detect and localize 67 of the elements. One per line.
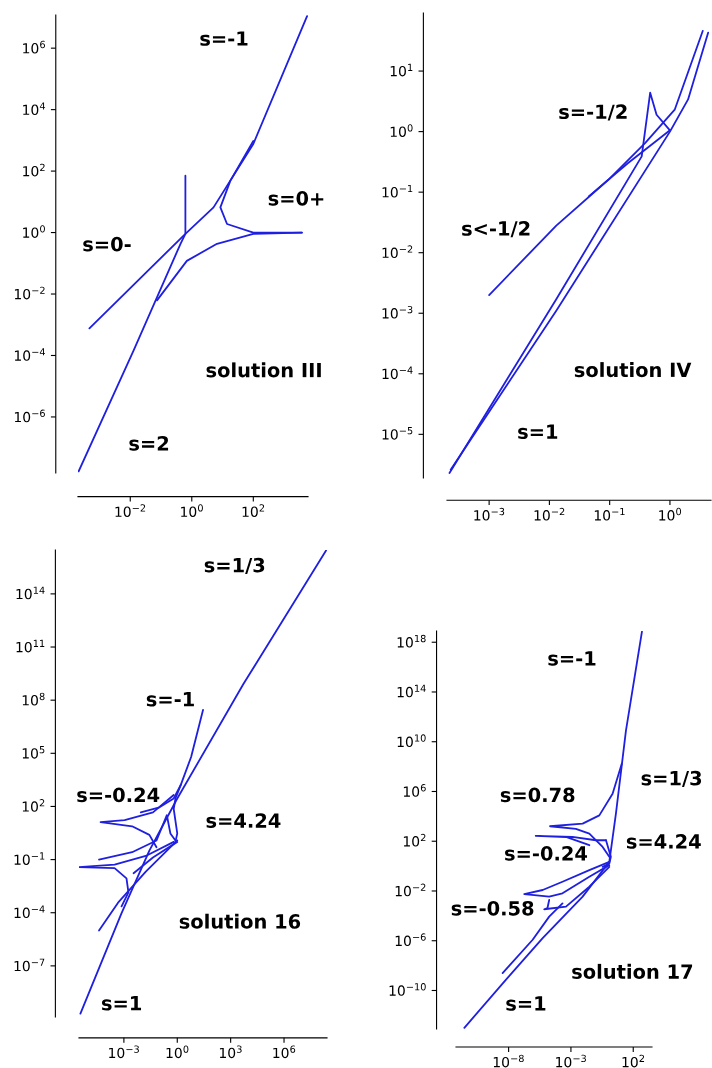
y-tick-label: 10$^{−10}$ bbox=[389, 983, 426, 996]
annotation: s=-1 bbox=[146, 692, 194, 707]
annotation: solution III bbox=[206, 362, 321, 378]
annotation: s=1/3 bbox=[204, 557, 265, 574]
y-tick-label: 10$^{−6}$ bbox=[14, 409, 45, 423]
y-tick-label: 10$^{18}$ bbox=[397, 634, 426, 648]
annotation: s=-1/2 bbox=[559, 104, 627, 121]
annotation: s=1 bbox=[518, 424, 558, 439]
annotation: s=-0.24 bbox=[77, 787, 160, 803]
annotation: s=1 bbox=[506, 996, 546, 1011]
x-tick-label: 10$^{−3}$ bbox=[109, 1045, 139, 1059]
x-tick-label: 10$^{0}$ bbox=[659, 507, 682, 521]
x-tick-label: 10$^{−1}$ bbox=[594, 508, 625, 521]
x-tick-label: 10$^{6}$ bbox=[273, 1045, 296, 1059]
y-tick-label: 10$^{6}$ bbox=[403, 784, 426, 797]
annotation: solution IV bbox=[574, 362, 692, 378]
y-tick-label: 10$^{−2}$ bbox=[382, 245, 413, 259]
x-tick-label: 10$^{−2}$ bbox=[534, 507, 565, 521]
annotation: s=1 bbox=[101, 996, 142, 1011]
annotation: s=-0.58 bbox=[451, 900, 534, 916]
annotation: s=0+ bbox=[268, 190, 324, 206]
x-tick-label: 10$^{−2}$ bbox=[115, 504, 146, 517]
y-tick-label: 10$^{−2}$ bbox=[395, 883, 426, 897]
y-tick-label: 10$^{−7}$ bbox=[14, 958, 45, 972]
x-tick-label: 10$^{2}$ bbox=[242, 504, 265, 517]
y-tick-label: 10$^{8}$ bbox=[22, 692, 45, 706]
x-tick-label: 10$^{−8}$ bbox=[493, 1054, 524, 1068]
y-tick-label: 10$^{1}$ bbox=[390, 63, 413, 77]
y-tick-label: 10$^{0}$ bbox=[390, 124, 413, 137]
annotation: s=-1 bbox=[548, 651, 596, 666]
y-tick-label: 10$^{4}$ bbox=[23, 102, 46, 116]
y-tick-label: 10$^{−1}$ bbox=[382, 184, 413, 198]
y-tick-label: 10$^{−6}$ bbox=[395, 933, 426, 947]
y-tick-label: 10$^{11}$ bbox=[16, 639, 45, 653]
x-tick-label: 10$^{0}$ bbox=[166, 1045, 189, 1059]
y-tick-label: 10$^{−4}$ bbox=[14, 348, 46, 361]
x-tick-label: 10$^{−3}$ bbox=[474, 507, 505, 521]
y-tick-label: 10$^{−1}$ bbox=[14, 852, 45, 865]
annotation: s<-1/2 bbox=[462, 221, 530, 238]
annotation: s=-1 bbox=[200, 31, 248, 46]
y-tick-label: 10$^{2}$ bbox=[22, 799, 45, 812]
annotation: s=-0.24 bbox=[505, 846, 588, 861]
x-tick-label: 10$^{0}$ bbox=[181, 504, 203, 517]
annotation: s=0- bbox=[83, 236, 131, 252]
y-tick-label: 10$^{−2}$ bbox=[14, 286, 45, 300]
annotation: s=1/3 bbox=[641, 770, 702, 788]
y-tick-label: 10$^{−4}$ bbox=[382, 366, 413, 380]
y-tick-label: 10$^{6}$ bbox=[23, 40, 45, 54]
annotation: s=2 bbox=[129, 436, 169, 451]
x-tick-label: 10$^{−3}$ bbox=[556, 1054, 586, 1068]
y-tick-label: 10$^{2}$ bbox=[403, 833, 426, 847]
annotation: solution 16 bbox=[179, 913, 301, 929]
annotation: s=0.78 bbox=[500, 787, 575, 803]
y-tick-label: 10$^{−5}$ bbox=[382, 427, 413, 440]
x-tick-label: 10$^{3}$ bbox=[219, 1045, 242, 1059]
y-tick-label: 10$^{14}$ bbox=[397, 684, 426, 698]
y-tick-label: 10$^{2}$ bbox=[23, 163, 45, 177]
y-tick-label: 10$^{−3}$ bbox=[382, 305, 413, 319]
annotation: s=4.24 bbox=[626, 834, 701, 849]
y-tick-label: 10$^{10}$ bbox=[397, 734, 426, 748]
y-tick-label: 10$^{0}$ bbox=[23, 225, 45, 238]
annotation: s=4.24 bbox=[206, 813, 281, 828]
y-tick-label: 10$^{−4}$ bbox=[14, 905, 45, 919]
y-tick-label: 10$^{5}$ bbox=[22, 746, 45, 759]
annotation: solution 17 bbox=[572, 963, 693, 979]
y-tick-label: 10$^{14}$ bbox=[16, 586, 45, 600]
x-tick-label: 10$^{2}$ bbox=[622, 1054, 645, 1068]
